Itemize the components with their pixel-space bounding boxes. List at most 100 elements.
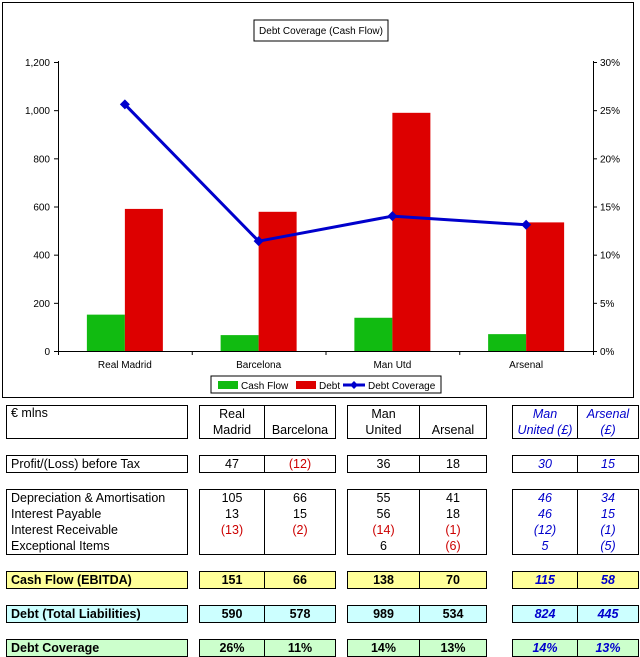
category-label: Man Utd [373,360,411,371]
cell: (1) [419,522,487,538]
cell: 6 [347,538,420,555]
cell: 13% [577,639,639,657]
y-tick-label: 1,200 [25,58,50,69]
category-label: Barcelona [236,360,281,371]
cell: 34 [577,489,639,506]
category-label: Real Madrid [98,360,152,371]
cell: 138 [347,571,420,589]
cash-flow-bar [220,335,259,351]
chart-frame: Debt Coverage (Cash Flow) 0 200 400 600 800 1… [2,2,634,398]
unit-label: € mlns [6,405,188,439]
y-tick-label: 0 [44,347,50,358]
cell: 18 [419,455,487,473]
row-debt-coverage: Debt Coverage 26% 11% 14% 13% 14% 13% [6,639,639,657]
y-tick-label: 1,000 [25,106,50,117]
cell: 58 [577,571,639,589]
legend: Cash Flow Debt Debt Coverage [210,375,442,394]
y-tick-label: 800 [33,154,50,165]
cell: 18 [419,506,487,522]
cell: 105 [199,489,265,506]
cell: 824 [512,605,578,623]
row-label-profit: Profit/(Loss) before Tax [6,455,188,473]
cell: (12) [264,455,336,473]
left-axis-ticks: 0 200 400 600 800 1,000 1,200 [25,58,58,358]
y2-tick-label: 30% [600,58,620,69]
cell: (2) [264,522,336,538]
cell: 15 [577,506,639,522]
cell: 989 [347,605,420,623]
legend-label-debt: Debt [319,381,340,392]
row-exceptional-items: Exceptional Items 6 (6) 5 (5) [6,538,639,555]
debt-bar [392,112,431,352]
cell: 26% [199,639,265,657]
cell: (6) [419,538,487,555]
header-man-united-gbp-2: United (£) [512,422,578,439]
row-depreciation: Depreciation & Amortisation 105 66 55 41… [6,489,639,506]
row-label-cash-flow: Cash Flow (EBITDA) [6,571,188,589]
header-barcelona-2: Barcelona [264,422,336,439]
row-label-exceptional-items: Exceptional Items [6,538,188,555]
cell: 590 [199,605,265,623]
cell: 55 [347,489,420,506]
row-label-debt-coverage: Debt Coverage [6,639,188,657]
legend-label-cash-flow: Cash Flow [241,381,289,392]
cell [199,538,265,555]
header-real-madrid-1: Real [199,405,265,422]
cash-flow-bar [488,334,527,351]
header-barcelona-1 [264,405,336,422]
row-label-interest-payable: Interest Payable [6,506,188,522]
cell: 36 [347,455,420,473]
cell: 46 [512,489,578,506]
debt-bar [258,211,297,351]
cell: 66 [264,571,336,589]
legend-box [210,375,442,394]
cash-flow-bar [86,314,125,351]
debt-bar [124,208,163,351]
cell [264,538,336,555]
chart-title-box [253,19,389,42]
right-axis-ticks: 0% 5% 10% 15% 20% 25% 30% [593,58,620,358]
cell: (5) [577,538,639,555]
legend-label-debt-coverage: Debt Coverage [368,381,436,392]
cell: 66 [264,489,336,506]
debt-coverage-point [119,99,130,110]
header-man-united-2: United [347,422,420,439]
y-tick-label: 200 [33,299,50,310]
cell: 11% [264,639,336,657]
y-tick-label: 400 [33,251,50,262]
y-tick-label: 600 [33,203,50,214]
cell: 15 [264,506,336,522]
header-real-madrid-2: Madrid [199,422,265,439]
row-label-debt: Debt (Total Liabilities) [6,605,188,623]
header-row-1: € mlns Real Man Man Arsenal [6,405,639,439]
legend-swatch-cash-flow [218,381,238,389]
cell: 41 [419,489,487,506]
header-arsenal-2: Arsenal [419,422,487,439]
debt-coverage-point [387,211,398,222]
debt-bar [526,222,565,351]
cell: 46 [512,506,578,522]
y2-tick-label: 25% [600,106,620,117]
cell: (14) [347,522,420,538]
row-label-depreciation: Depreciation & Amortisation [6,489,188,506]
line-series [119,99,532,247]
cash-flow-bar [354,317,393,351]
chart-title: Debt Coverage (Cash Flow) [259,26,383,37]
cell: 13 [199,506,265,522]
cell: 534 [419,605,487,623]
debt-coverage-line [123,103,527,243]
row-label-interest-receivable: Interest Receivable [6,522,188,538]
y2-tick-label: 15% [600,203,620,214]
cell: 13% [419,639,487,657]
cell: 578 [264,605,336,623]
category-labels: Real Madrid Barcelona Man Utd Arsenal [58,351,594,371]
y2-tick-label: 10% [600,251,620,262]
cell: 70 [419,571,487,589]
cell: 30 [512,455,578,473]
legend-swatch-debt [296,381,316,389]
row-interest-payable: Interest Payable 13 15 56 18 46 15 [6,506,639,522]
debt-coverage-point [253,236,264,247]
y2-tick-label: 5% [600,299,615,310]
y2-tick-label: 0% [600,347,615,358]
header-man-united-1: Man [347,405,420,422]
